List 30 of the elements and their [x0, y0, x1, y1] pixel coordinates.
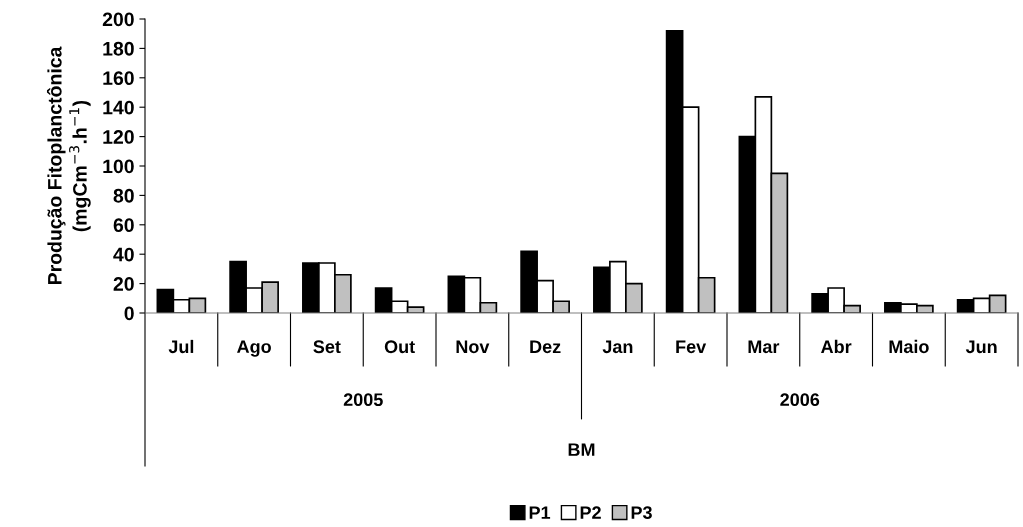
- x-tick-label: Fev: [676, 340, 707, 354]
- x-tick-label: Ago: [237, 340, 271, 357]
- y-tick-label: 160: [103, 71, 134, 86]
- x-tick-label: Out: [384, 340, 415, 354]
- y-tick-label: 40: [113, 247, 134, 262]
- y-tick-label: 200: [102, 12, 134, 27]
- x-tick-label: Maio: [889, 339, 929, 354]
- x-axis-title: BM: [568, 443, 595, 456]
- y-tick-label: 80: [113, 188, 134, 203]
- x-tick-label: Abr: [821, 339, 852, 354]
- y-tick-label: 0: [124, 306, 134, 321]
- legend-label: P1: [529, 506, 551, 519]
- y-tick-label: 20: [113, 277, 134, 291]
- legend-label: P3: [631, 506, 652, 520]
- y-tick-label: 120: [103, 130, 134, 144]
- x-tick-label: Jun: [965, 340, 997, 354]
- x-tick-label: Jan: [602, 340, 633, 354]
- x-tick-label: Jul: [168, 339, 194, 354]
- y-tick-label: 140: [103, 100, 134, 115]
- y-tick-label: 180: [103, 41, 134, 56]
- x-tick-label: Mar: [748, 340, 780, 354]
- x-tick-label: Nov: [456, 340, 490, 354]
- x-tick-label: Set: [313, 340, 341, 354]
- legend-label: P2: [580, 506, 601, 519]
- y-tick-label: 100: [103, 159, 134, 174]
- y-tick-label: 60: [113, 218, 134, 233]
- text: 2005: [343, 393, 383, 407]
- y-axis-title: Produção Fitoplanctônica (mgCm$^{−3}$.h$^{−1}$): [46, 46, 91, 285]
- text: 2006: [780, 393, 820, 407]
- x-tick-label: Dez: [530, 340, 561, 354]
